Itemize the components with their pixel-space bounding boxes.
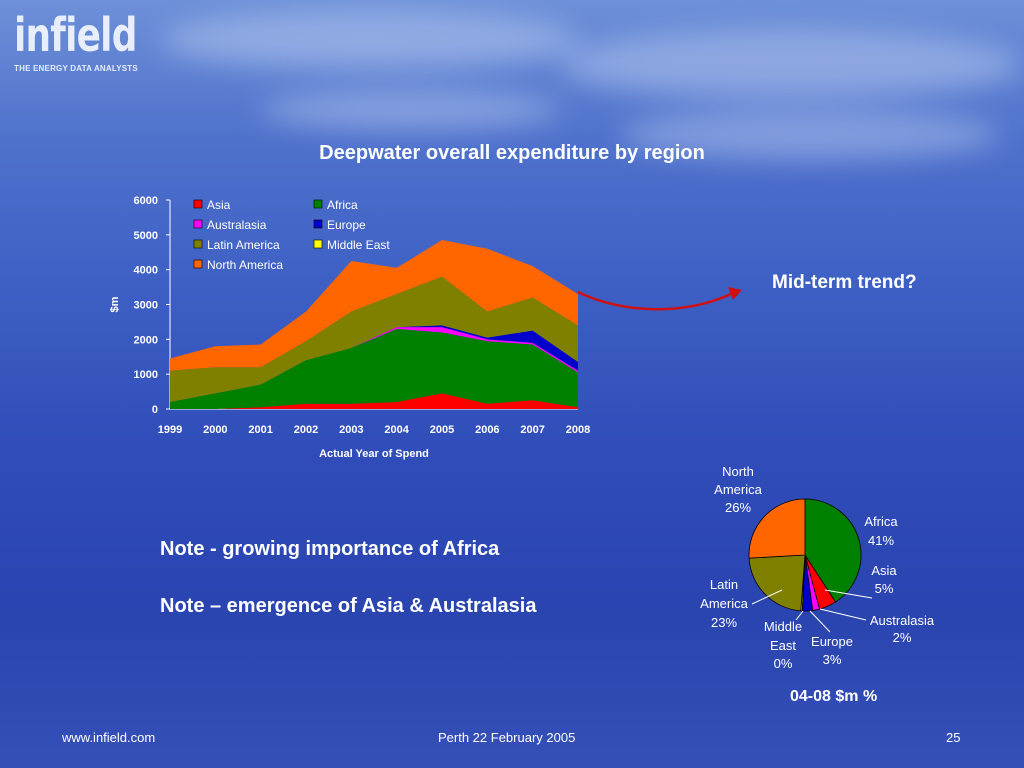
x-tick-label: 2002 [294,424,318,436]
note-asia-australasia: Note – emergence of Asia & Australasia [160,595,537,617]
pie-label-asia: Asia [871,563,897,578]
x-axis-label: Actual Year of Spend [319,448,429,460]
legend-swatch-asia [193,199,203,209]
y-tick-label: 6000 [134,195,158,207]
area-africa [170,328,578,409]
pie-leader-line [824,589,873,599]
legend-swatch-latin-america [193,239,203,249]
y-tick-label: 3000 [134,300,158,312]
pie-label-australasia: 2% [893,630,912,645]
pie-slice-latin-america [748,554,806,612]
x-tick-label: 1999 [158,424,182,436]
note-africa: Note - growing importance of Africa [160,538,500,560]
pie-label-europe: Europe [811,634,853,649]
footer-date: Perth 22 February 2005 [438,730,576,745]
background-cloud [620,110,1000,160]
pie-slice-north-america [748,498,806,559]
pie-leader-line [819,608,867,621]
pie-label-asia: 5% [875,581,894,596]
x-tick-label: 2003 [339,424,363,436]
pie-leader-line [751,589,783,605]
pie-label-latin-america: Latin [710,577,738,592]
page-number: 25 [946,730,961,745]
legend-swatch-europe [313,219,323,229]
legend-swatch-north-america [193,259,203,269]
trend-arrow-head [728,287,742,300]
x-tick-label: 2000 [203,424,227,436]
x-tick-label: 2001 [248,424,272,436]
background-cloud [260,90,560,130]
y-tick-label: 5000 [134,230,158,242]
legend-label-latin-america: Latin America [207,238,280,252]
pie-label-middle-east: East [770,638,796,653]
x-tick-label: 2006 [475,424,499,436]
pie-label-north-america: 26% [725,500,751,515]
trend-callout: Mid-term trend? [772,272,917,293]
pie-label-australasia: Australasia [870,613,935,628]
chart-title: Deepwater overall expenditure by region [319,142,705,164]
pie-label-latin-america: 23% [711,615,737,630]
pie-label-middle-east: Middle [764,619,802,634]
y-tick-label: 1000 [134,369,158,381]
background-cloud [160,10,580,70]
area-latin-america [170,276,578,403]
legend-label-north-america: North America [207,258,283,272]
legend-label-europe: Europe [327,218,366,232]
pie-label-middle-east: 0% [774,656,793,671]
brand-logo: infield THE ENERGY DATA ANALYSTS [14,10,171,73]
footer-url[interactable]: www.infield.com [62,730,156,745]
legend-label-middle-east: Middle East [327,238,390,252]
pie-label-north-america: America [714,482,762,497]
y-tick-label: 0 [152,404,158,416]
brand-name: infield [14,8,137,62]
background-cloud [560,30,1020,100]
pie-title: 04-08 $m % [790,688,878,705]
area-asia [170,393,578,409]
y-tick-label: 2000 [134,334,158,346]
legend-label-australasia: Australasia [207,218,267,232]
pie-label-north-america: North [722,464,754,479]
x-tick-label: 2004 [384,424,409,436]
trend-arrow [577,290,736,311]
legend-swatch-middle-east [313,239,323,249]
brand-tagline: THE ENERGY DATA ANALYSTS [14,64,138,73]
pie-label-europe: 3% [823,652,842,667]
x-tick-label: 2008 [566,424,590,436]
pie-leader-line [795,610,804,621]
pie-label-africa: 41% [868,533,894,548]
y-axis-label: $m [109,296,121,312]
pie-leader-line [809,610,831,633]
area-north-america [170,240,578,371]
legend-label-africa: Africa [327,198,358,212]
x-tick-label: 2005 [430,424,454,436]
y-tick-label: 4000 [134,265,158,277]
legend-label-asia: Asia [207,198,231,212]
pie-label-africa: Africa [864,514,898,529]
legend-swatch-australasia [193,219,203,229]
x-tick-label: 2007 [520,424,544,436]
pie-label-latin-america: America [700,596,748,611]
legend-swatch-africa [313,199,323,209]
